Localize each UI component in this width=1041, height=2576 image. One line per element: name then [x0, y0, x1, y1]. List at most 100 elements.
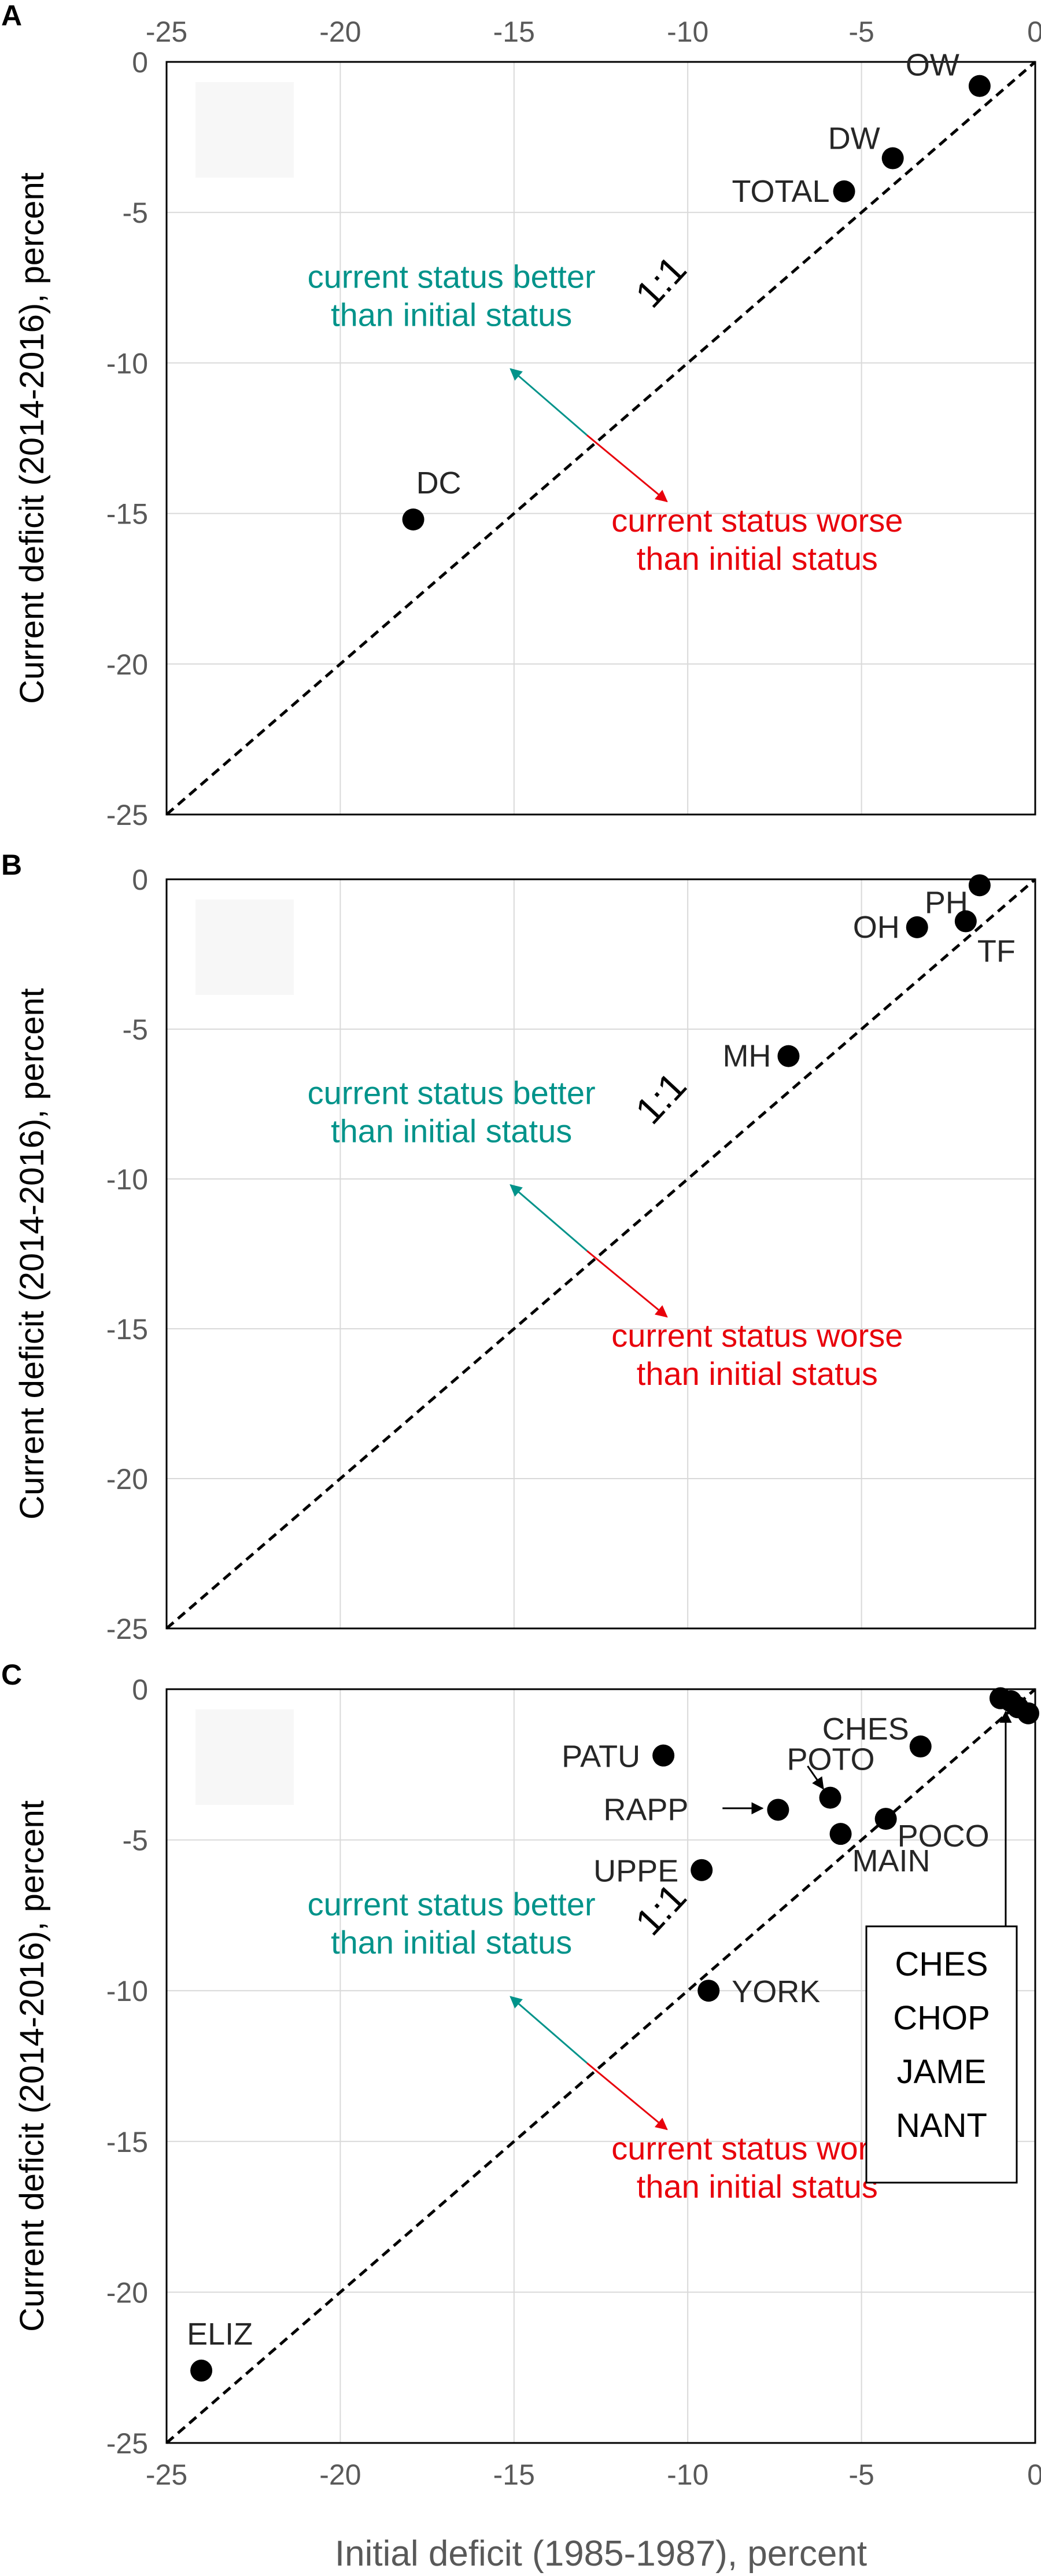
- panel-letter: B: [1, 849, 22, 881]
- legend-box: [865, 1925, 1018, 2184]
- data-point: [777, 1045, 800, 1067]
- legend-box-item: JAME: [897, 2053, 987, 2091]
- y-axis-title: Current deficit (2014-2016), percent: [13, 988, 51, 1520]
- better-label-line2: than initial status: [331, 296, 572, 333]
- inset-placeholder: [195, 82, 294, 178]
- y-tick-label: -15: [106, 1313, 148, 1346]
- x-tick-label: -10: [667, 2459, 708, 2491]
- inset-placeholder: [195, 1709, 294, 1805]
- y-tick-label: -25: [106, 1613, 148, 1645]
- data-point: [652, 1744, 675, 1767]
- one-to-one-line: [165, 61, 1036, 816]
- legend-box-item: CHES: [895, 1945, 988, 1983]
- data-point: [819, 1786, 841, 1809]
- one-to-one-label: 1:1: [627, 248, 695, 316]
- one-to-one-label: 1:1: [627, 1064, 695, 1132]
- worse-arrow: [586, 2062, 668, 2131]
- point-label: TOTAL: [732, 174, 830, 209]
- data-point: [874, 1808, 897, 1830]
- y-tick-label: -20: [106, 648, 148, 681]
- legend-box-item: NANT: [896, 2107, 987, 2144]
- data-point: [402, 508, 424, 531]
- y-tick-label: -20: [106, 1463, 148, 1495]
- panel-letter: C: [1, 1659, 22, 1691]
- point-label: POCO: [898, 1819, 990, 1853]
- better-label-line1: current status better: [308, 258, 596, 294]
- y-tick-label: -10: [106, 1975, 148, 2007]
- y-tick-label: -25: [106, 799, 148, 831]
- data-point: [697, 1980, 720, 2002]
- point-label: TF: [977, 934, 1016, 969]
- x-tick-label: -15: [493, 2459, 535, 2491]
- worse-label-line1: current status worse: [611, 502, 903, 539]
- y-tick-label: -5: [123, 1825, 148, 1857]
- y-tick-label: -25: [106, 2427, 148, 2460]
- data-point: [968, 874, 991, 897]
- plot-frame: [165, 61, 1036, 816]
- worse-arrow: [586, 434, 668, 503]
- y-axis-title: Current deficit (2014-2016), percent: [13, 172, 51, 704]
- y-axis-title: Current deficit (2014-2016), percent: [13, 1800, 51, 2332]
- x-tick-label: 0: [1027, 2459, 1041, 2491]
- better-arrow: [510, 1996, 588, 2064]
- better-arrow: [510, 368, 588, 436]
- inset-placeholder: [195, 900, 294, 995]
- data-point: [906, 916, 928, 938]
- data-point: [968, 75, 991, 97]
- x-tick-label: -10: [667, 16, 708, 48]
- y-tick-label: -5: [123, 197, 148, 229]
- x-tick-label: -5: [848, 16, 874, 48]
- point-label: OW: [906, 48, 959, 83]
- worse-label-line2: than initial status: [637, 540, 878, 577]
- y-tick-label: -5: [123, 1014, 148, 1046]
- y-tick-label: 0: [132, 864, 148, 896]
- point-label: MH: [722, 1039, 771, 1074]
- data-point: [691, 1859, 713, 1881]
- data-point: [767, 1799, 789, 1821]
- better-label-line1: current status better: [308, 1075, 596, 1111]
- y-tick-label: -10: [106, 1163, 148, 1196]
- better-label-line2: than initial status: [331, 1924, 572, 1960]
- better-label-line2: than initial status: [331, 1113, 572, 1149]
- data-point: [909, 1735, 932, 1758]
- data-point: [190, 2359, 213, 2382]
- worse-arrow: [586, 1250, 668, 1318]
- worse-label-line2: than initial status: [637, 1355, 878, 1392]
- y-tick-label: -15: [106, 2126, 148, 2158]
- y-tick-label: -10: [106, 347, 148, 379]
- x-tick-label: -15: [493, 16, 535, 48]
- y-tick-label: 0: [132, 1674, 148, 1706]
- data-point: [1017, 1702, 1039, 1724]
- x-tick-label: -20: [319, 16, 361, 48]
- y-tick-label: 0: [132, 46, 148, 79]
- poto-arrow: [807, 1766, 824, 1790]
- y-tick-label: -20: [106, 2276, 148, 2309]
- x-tick-label: 0: [1027, 16, 1041, 48]
- point-label: RAPP: [603, 1792, 688, 1827]
- one-to-one-line: [165, 1688, 1036, 2444]
- point-label: ELIZ: [187, 2317, 253, 2352]
- point-label: DW: [828, 121, 880, 156]
- panel-c: -25 -20 -15 -10 -5 0 -25 -20 -15 -10 -5 0 C Current d…: [1, 1659, 1041, 2574]
- x-tick-label: -5: [848, 2459, 874, 2491]
- point-label: PATU: [562, 1740, 640, 1774]
- x-tick-label: -25: [146, 2459, 187, 2491]
- data-point: [829, 1823, 852, 1845]
- data-point: [954, 910, 977, 933]
- better-arrow: [510, 1184, 588, 1252]
- panel-letter: A: [1, 0, 22, 32]
- better-label-line1: current status better: [308, 1886, 596, 1922]
- point-label: OH: [853, 910, 900, 945]
- x-tick-label: -20: [319, 2459, 361, 2491]
- point-label: UPPE: [593, 1854, 678, 1889]
- one-to-one-line: [165, 878, 1036, 1630]
- worse-label-line1: current status worse: [611, 1317, 903, 1354]
- data-point: [881, 147, 904, 169]
- worse-label-line1: current status worse: [611, 2130, 903, 2166]
- x-axis-title: Initial deficit (1985-1987), percent: [335, 2534, 867, 2574]
- panel-b: -25 -20 -15 -10 -5 0 B Current deficit (2014-20…: [1, 849, 1036, 1645]
- point-label: YORK: [732, 1974, 820, 2009]
- plot-frame: [165, 878, 1036, 1630]
